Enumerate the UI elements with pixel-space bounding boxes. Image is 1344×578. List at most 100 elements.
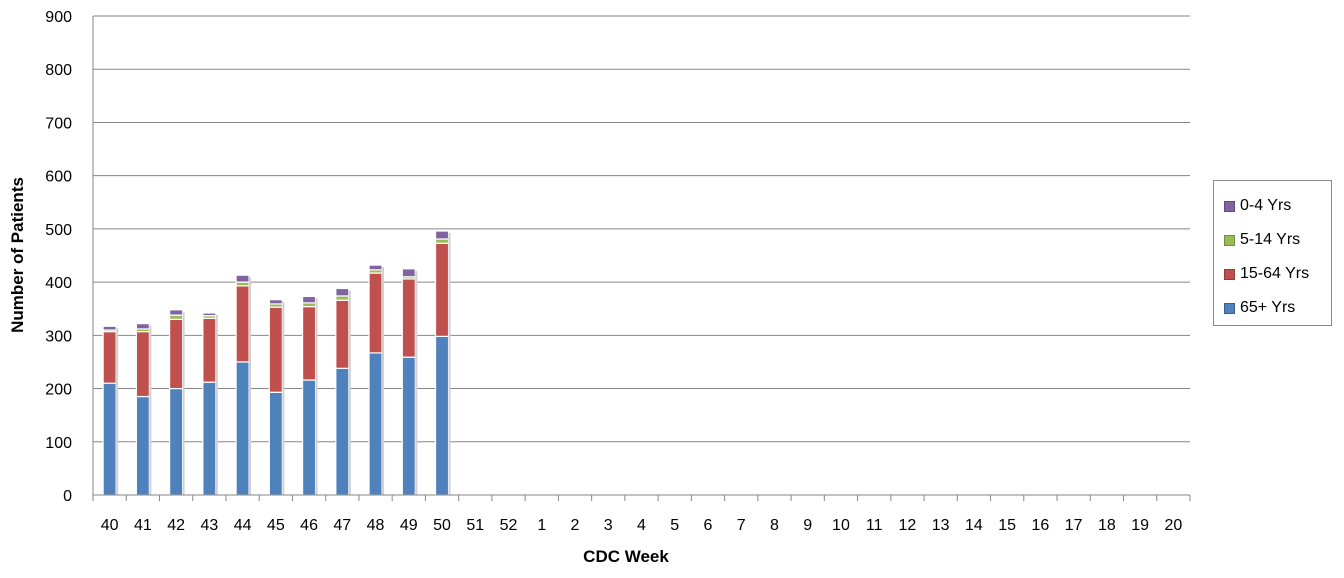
bar-15-64-yrs-wk50 [434, 242, 450, 337]
x-tick-label: 49 [400, 517, 418, 534]
bar-15-64-yrs-wk49 [401, 278, 416, 358]
legend-swatch-15-64 [1224, 268, 1235, 280]
bar-65-yrs-wk41 [135, 395, 150, 496]
bar-shadow-wk44 [249, 277, 252, 495]
x-tick-label: 9 [803, 517, 812, 534]
x-tick-label: 17 [1065, 517, 1083, 534]
bar-5-14-yrs-wk42 [169, 314, 184, 320]
x-tick-label: 5 [670, 517, 679, 534]
x-tick-label: 42 [167, 517, 185, 534]
x-tick-label: 13 [932, 517, 950, 534]
bar-shadow-wk45 [282, 301, 285, 495]
y-tick-label: 800 [45, 62, 72, 79]
y-tick-label: 900 [45, 9, 72, 26]
x-tick-label: 50 [433, 517, 451, 534]
bar-0-4-yrs-wk47 [335, 287, 350, 297]
bar-shadow-wk41 [149, 325, 152, 495]
bar-5-14-yrs-wk47 [335, 295, 350, 301]
x-tick-label: 4 [637, 517, 646, 534]
legend-item-15-64: 15-64 Yrs [1224, 257, 1331, 291]
bar-0-4-yrs-wk42 [169, 309, 184, 316]
bar-65-yrs-wk44 [235, 361, 250, 496]
legend-label-0-4: 0-4 Yrs [1240, 197, 1292, 214]
x-tick-label: 1 [537, 517, 546, 534]
bars [102, 230, 451, 496]
legend-item-0-4: 0-4 Yrs [1224, 189, 1331, 223]
bar-0-4-yrs-wk44 [235, 274, 250, 283]
x-tick-label: 52 [500, 517, 518, 534]
x-tick-label: 11 [866, 517, 883, 534]
y-tick-label: 400 [45, 275, 72, 292]
y-tick-label: 100 [45, 435, 72, 452]
bar-0-4-yrs-wk48 [368, 264, 383, 271]
bar-65-yrs-wk40 [102, 382, 117, 496]
x-tick-label: 2 [571, 517, 580, 534]
legend-swatch-5-14 [1224, 234, 1235, 246]
y-tick-label: 600 [45, 169, 72, 186]
x-tick-label: 43 [200, 517, 218, 534]
legend-label-65plus: 65+ Yrs [1240, 299, 1296, 316]
bar-0-4-yrs-wk46 [301, 295, 317, 304]
x-tick-label: 44 [234, 517, 252, 534]
x-tick-label: 6 [704, 517, 713, 534]
y-tick-label: 500 [45, 222, 72, 239]
axes [92, 16, 1191, 501]
x-tick-label: 51 [466, 517, 484, 534]
bar-shadow-wk40 [116, 328, 119, 495]
x-tick-label: 40 [101, 517, 119, 534]
bar-65-yrs-wk49 [401, 356, 416, 496]
legend-swatch-65plus [1224, 302, 1235, 314]
x-tick-label: 46 [300, 517, 318, 534]
x-tick-labels: 40 41 42 43 44 45 46 47 48 49 50 51 52 1 2 3 4 5 6 7 8 9 10 11 1… [101, 517, 1183, 534]
bar-shadow-wk42 [182, 311, 185, 495]
y-tick-label: 300 [45, 328, 72, 345]
x-tick-label: 3 [604, 517, 613, 534]
bar-15-64-yrs-wk48 [368, 272, 383, 354]
bar-15-64-yrs-wk44 [235, 285, 250, 363]
bar-shadow-wk50 [448, 233, 451, 496]
x-tick-label: 20 [1164, 517, 1182, 534]
bar-0-4-yrs-wk43 [202, 312, 217, 317]
x-axis-title: CDC Week [583, 547, 669, 566]
bar-0-4-yrs-wk40 [102, 325, 117, 331]
legend-item-5-14: 5-14 Yrs [1224, 223, 1331, 257]
bar-shadow-wk48 [382, 267, 385, 495]
bar-15-64-yrs-wk43 [202, 317, 217, 383]
bar-65-yrs-wk46 [301, 379, 317, 496]
legend-label-15-64: 15-64 Yrs [1240, 265, 1310, 282]
x-tick-label: 18 [1098, 517, 1116, 534]
bar-15-64-yrs-wk42 [169, 318, 184, 390]
x-tick-label: 15 [998, 517, 1016, 534]
bar-shadow-wk47 [348, 290, 351, 495]
x-tick-label: 41 [134, 517, 152, 534]
y-tick-label: 200 [45, 382, 72, 399]
y-tick-labels: 0 100 200 300 400 500 600 700 800 900 [45, 9, 72, 505]
bar-15-64-yrs-wk46 [301, 305, 317, 381]
x-tick-label: 47 [333, 517, 351, 534]
legend-item-65plus: 65+ Yrs [1224, 291, 1331, 325]
bar-0-4-yrs-wk49 [401, 268, 416, 278]
x-tick-label: 45 [267, 517, 285, 534]
x-tick-label: 19 [1131, 517, 1149, 534]
bar-5-14-yrs-wk50 [434, 238, 450, 244]
bar-15-64-yrs-wk41 [135, 331, 150, 398]
x-tick-label: 7 [737, 517, 746, 534]
bar-0-4-yrs-wk45 [268, 299, 283, 305]
bar-15-64-yrs-wk47 [335, 299, 350, 369]
y-axis-title: Number of Patients [8, 177, 27, 333]
bar-65-yrs-wk50 [434, 335, 450, 496]
legend: 0-4 Yrs 5-14 Yrs 15-64 Yrs 65+ Yrs [1213, 180, 1332, 326]
bar-shadow-wk49 [415, 270, 418, 495]
bar-15-64-yrs-wk40 [102, 331, 117, 384]
x-tick-label: 8 [770, 517, 779, 534]
bar-15-64-yrs-wk45 [268, 306, 283, 393]
bar-65-yrs-wk45 [268, 391, 283, 496]
bar-0-4-yrs-wk41 [135, 323, 150, 330]
bar-0-4-yrs-wk50 [434, 230, 450, 240]
x-tick-label: 48 [367, 517, 385, 534]
legend-swatch-0-4 [1224, 200, 1235, 212]
bar-shadow-wk43 [215, 314, 218, 495]
x-tick-label: 12 [899, 517, 917, 534]
